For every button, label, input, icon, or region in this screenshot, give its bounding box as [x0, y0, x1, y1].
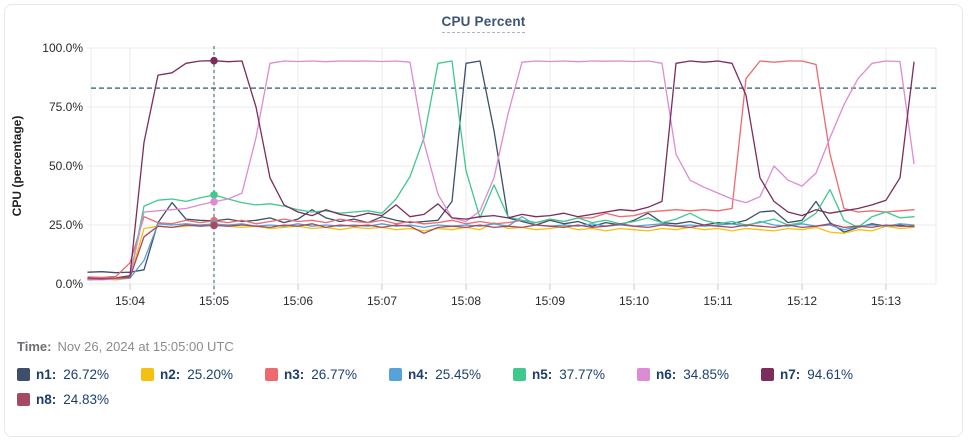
series-line-n2 — [87, 221, 915, 281]
x-tick-label: 15:12 — [787, 294, 817, 308]
legend-series-value: 26.72% — [63, 367, 110, 382]
legend-series-value: 25.45% — [435, 367, 482, 382]
time-label: Time: — [17, 339, 52, 354]
chart-title[interactable]: CPU Percent — [441, 14, 526, 33]
legend-swatch — [761, 368, 774, 381]
series-line-n7 — [87, 60, 915, 280]
legend-series-name: n7: — [780, 367, 801, 382]
legend-series-name: n4: — [408, 367, 429, 382]
legend-series-value: 37.77% — [559, 367, 606, 382]
legend-item-n2[interactable]: n2: 25.20% — [141, 367, 243, 382]
legend-series-name: n8: — [36, 392, 57, 407]
y-tick-label: 0.0% — [56, 277, 84, 291]
x-tick-label: 15:13 — [871, 294, 901, 308]
legend-item-n7[interactable]: n7: 94.61% — [761, 367, 863, 382]
time-value: Nov 26, 2024 at 15:05:00 UTC — [57, 339, 234, 354]
legend-item-n3[interactable]: n3: 26.77% — [265, 367, 367, 382]
legend-series-value: 24.83% — [63, 392, 110, 407]
y-tick-label: 100.0% — [42, 41, 83, 55]
y-tick-label: 25.0% — [49, 218, 83, 232]
x-tick-label: 15:08 — [451, 294, 481, 308]
legend-row-1: n1: 26.72% n2: 25.20% n3: 26.77% n4: 25.45% n5: 3… — [17, 367, 952, 382]
legend-swatch — [141, 368, 154, 381]
crosshair-dot-n5 — [210, 191, 218, 199]
x-tick-label: 15:06 — [283, 294, 313, 308]
x-tick-label: 15:04 — [115, 294, 145, 308]
x-tick-label: 15:10 — [619, 294, 649, 308]
legend-swatch — [17, 368, 30, 381]
legend-item-n6[interactable]: n6: 34.85% — [637, 367, 739, 382]
legend-item-n1[interactable]: n1: 26.72% — [17, 367, 119, 382]
chart-title-wrap: CPU Percent — [5, 13, 962, 33]
crosshair-dot-n6 — [210, 197, 218, 206]
x-tick-label: 15:05 — [199, 294, 229, 308]
legend-swatch — [389, 368, 402, 381]
legend-swatch — [265, 368, 278, 381]
legend-series-value: 34.85% — [683, 367, 730, 382]
legend-series-value: 26.77% — [311, 367, 358, 382]
series-line-n5 — [87, 60, 915, 280]
legend-item-n5[interactable]: n5: 37.77% — [513, 367, 615, 382]
legend-series-name: n1: — [36, 367, 57, 382]
legend-swatch — [17, 393, 30, 406]
series-line-n1 — [87, 60, 915, 274]
crosshair-dot-n7 — [210, 56, 218, 65]
legend-item-n4[interactable]: n4: 25.45% — [389, 367, 491, 382]
legend-series-name: n5: — [532, 367, 553, 382]
x-tick-label: 15:09 — [535, 294, 565, 308]
crosshair-dot-n8 — [210, 221, 218, 230]
y-tick-label: 50.0% — [49, 159, 83, 173]
x-tick-label: 15:11 — [703, 294, 732, 308]
legend-row-2: n8: 24.83% — [17, 392, 952, 407]
x-tick-label: 15:07 — [367, 294, 397, 308]
chart-footer: Time: Nov 26, 2024 at 15:05:00 UTC n1: 26.… — [17, 339, 952, 417]
series-line-n4 — [87, 216, 915, 281]
legend-series-name: n3: — [284, 367, 305, 382]
legend-swatch — [513, 368, 526, 381]
legend-series-value: 94.61% — [807, 367, 854, 382]
legend-series-name: n2: — [160, 367, 181, 382]
series-line-n8 — [87, 223, 915, 280]
cpu-percent-chart[interactable]: 0.0% 25.0% 50.0% 75.0% 100.0% 15:04 15:05 15:06… — [5, 5, 965, 327]
legend-swatch — [637, 368, 650, 381]
y-tick-label: 75.0% — [49, 100, 83, 114]
legend-series-name: n6: — [656, 367, 677, 382]
cpu-chart-card: CPU Percent 0.0% 25.0% 50.0% 75.0% 100.0% 15:… — [4, 4, 963, 437]
legend-series-value: 25.20% — [187, 367, 234, 382]
time-row: Time: Nov 26, 2024 at 15:05:00 UTC — [17, 339, 952, 354]
series-line-n6 — [87, 60, 915, 281]
legend-item-n8[interactable]: n8: 24.83% — [17, 392, 119, 407]
y-axis-title: CPU (percentage) — [10, 116, 24, 217]
series-line-n3 — [87, 60, 915, 279]
